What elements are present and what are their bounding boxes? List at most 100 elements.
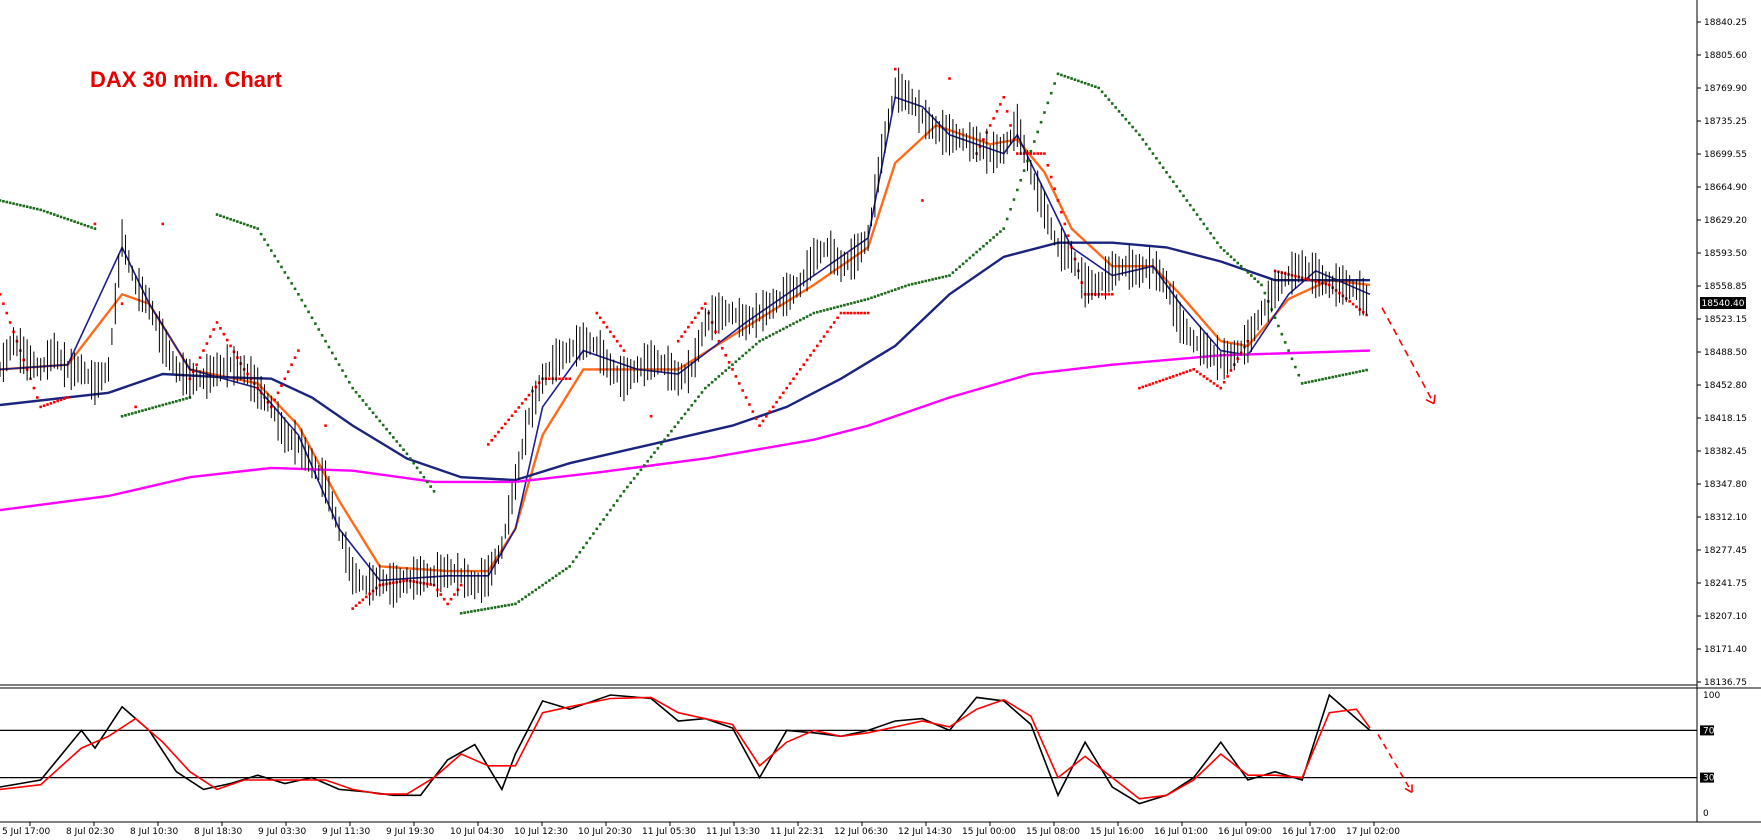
sar-dot [161,403,165,407]
sar-dot [558,572,561,575]
sar-dot [724,353,727,357]
sar-dot [483,607,487,611]
sar-dot [690,321,694,324]
sar-dot [1036,130,1039,134]
sar-dot [1222,249,1226,252]
sar-dot [1314,379,1318,382]
sar-dot [558,377,561,381]
sar-dot [378,419,382,423]
time-tick-label: 16 Jul 09:00 [1218,827,1272,837]
sar-dot [717,339,721,343]
sar-dot [178,399,182,402]
sar-dot [42,209,46,213]
sar-dot [775,331,778,334]
sar-dot [1165,171,1168,174]
sar-dot [273,398,276,402]
sar-dot [568,565,572,568]
sar-dot [988,124,992,127]
sar-dot [1233,258,1236,262]
sar-dot [697,311,700,315]
sar-dot [639,468,643,472]
sar-dot [520,402,524,405]
sar-dot [727,361,731,364]
sar-dot [737,382,741,385]
sar-dot [22,204,26,208]
sar-dot [1032,152,1036,155]
sar-dot [1229,369,1233,372]
sar-dot [503,422,507,426]
sar-dot [1195,213,1199,216]
osc-arrow-head [1404,784,1413,794]
osc-tick-label: 30 [1703,774,1715,784]
price-tick-label: 18241.75 [1704,579,1747,589]
sar-dot [368,407,371,410]
sar-dot [1172,375,1175,378]
sar-dot [1168,376,1172,379]
sar-dot [25,205,29,209]
sar-dot [866,311,870,315]
sar-dot [453,593,456,596]
sar-dot [836,305,839,309]
sar-dot [1324,377,1328,380]
sar-dot [1046,164,1050,167]
sar-dot [795,372,799,376]
sar-dot [1005,110,1009,113]
sar-dot [761,419,765,423]
sar-dot [1077,79,1080,83]
price-tick-label: 18347.80 [1704,480,1747,490]
sar-dot [331,351,334,355]
sar-dot [266,243,270,247]
sar-dot [561,569,565,573]
sar-dot [239,221,243,225]
sar-dot [324,424,327,427]
sar-dot [83,223,87,227]
sar-dot [1036,152,1039,155]
time-tick-label: 10 Jul 20:30 [578,827,632,837]
sar-dot [12,202,15,205]
sar-dot [680,335,683,338]
sar-dot [893,288,897,291]
sar-dot [229,217,232,221]
sar-dot [524,397,527,401]
sar-dot [449,597,453,601]
sar-dot [544,581,548,585]
sar-dot [1172,180,1175,184]
sar-dot [822,309,826,312]
sar-dot [5,200,9,204]
sar-dot [860,311,863,315]
sar-dot [870,296,873,300]
sar-dot [0,199,2,202]
sar-dot [225,216,229,220]
sar-dot [1229,255,1233,259]
sar-dot [1212,382,1216,385]
sar-dot [446,602,449,606]
sar-dot [510,603,514,606]
sar-dot [622,490,626,493]
sar-dot [1056,72,1060,76]
time-tick-label: 9 Jul 11:30 [322,827,371,837]
sar-dot [826,330,829,334]
sar-dot [958,265,961,269]
sar-dot [737,357,741,361]
sar-dot [419,471,422,474]
sar-dot [497,605,500,609]
sar-dot [1328,376,1331,380]
sar-dot [171,400,175,404]
sar-dot [1334,375,1338,378]
sar-dot [154,405,158,409]
ma-line-0 [0,124,1371,573]
sar-dot [276,391,280,395]
sar-dot [866,297,870,301]
sar-dot [1094,85,1097,89]
sar-dot [1165,377,1168,381]
sar-dot [748,403,751,406]
sar-dot [222,215,226,219]
sar-dot [1219,386,1223,390]
sar-dot [646,459,649,463]
sar-dot [36,207,39,211]
sar-dot [300,298,304,302]
sar-dot [185,397,188,400]
sar-dot [1344,372,1348,376]
sar-dot [480,608,483,612]
